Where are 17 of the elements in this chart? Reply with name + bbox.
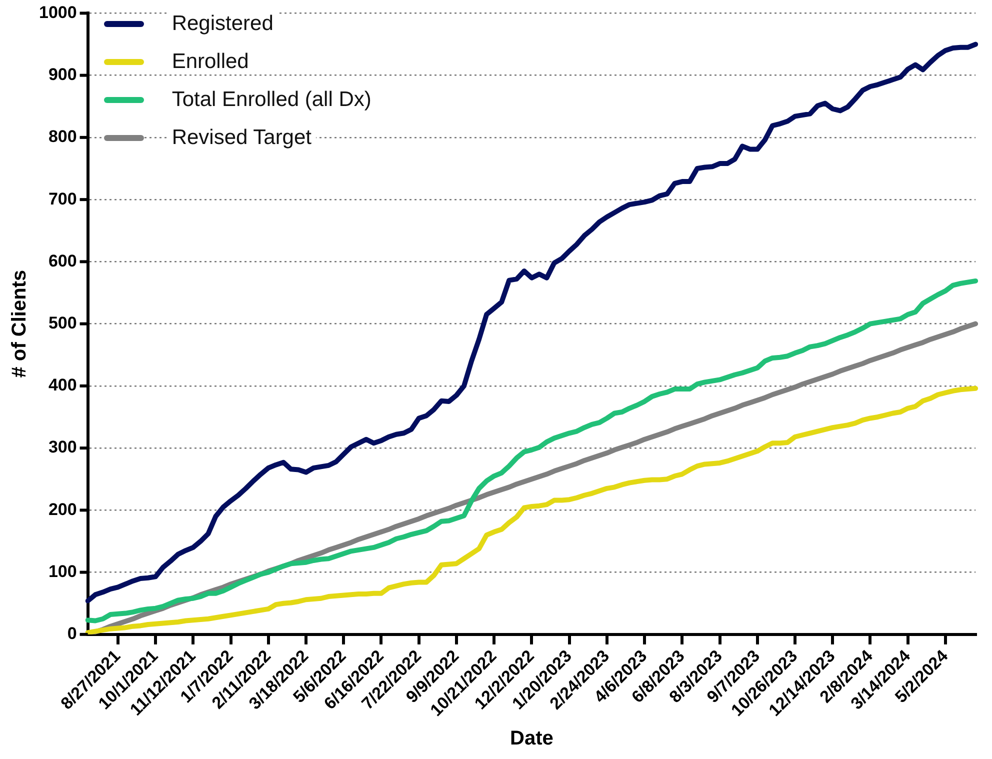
y-tick-label: 600: [48, 251, 77, 270]
y-tick-label: 900: [48, 65, 77, 84]
y-tick-label: 500: [48, 313, 77, 332]
y-tick-label: 1000: [38, 2, 77, 22]
legend-label: Revised Target: [168, 126, 316, 150]
y-tick-label: 800: [48, 127, 77, 146]
y-tick-label: 0: [67, 624, 77, 644]
legend-label: Registered: [168, 12, 278, 36]
y-axis-title: # of Clients: [8, 270, 31, 378]
legend-label: Enrolled: [168, 50, 253, 74]
x-axis-title: Date: [510, 728, 554, 750]
y-tick-label: 300: [48, 438, 77, 457]
y-tick-label: 200: [48, 500, 77, 519]
y-tick-label: 400: [48, 376, 77, 395]
y-tick-label: 100: [48, 562, 77, 581]
y-tick-label: 700: [48, 189, 77, 208]
legend-label: Total Enrolled (all Dx): [168, 88, 376, 112]
